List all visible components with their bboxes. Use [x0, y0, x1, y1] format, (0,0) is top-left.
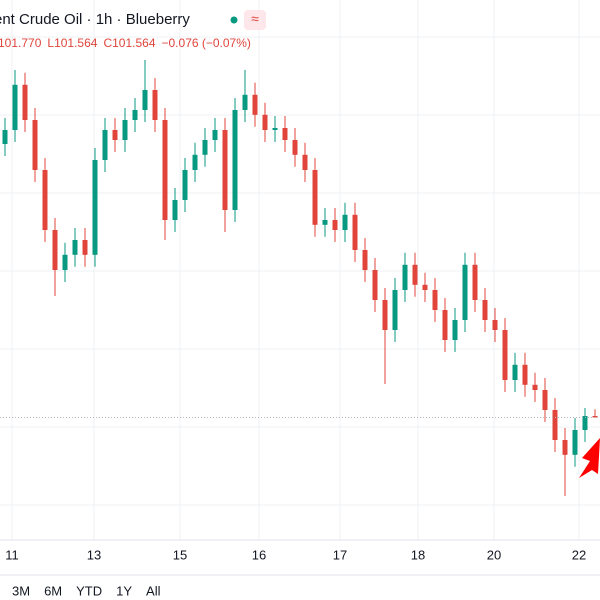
candle-body — [492, 320, 498, 330]
candle-body — [562, 440, 568, 455]
range-button[interactable]: YTD — [76, 583, 102, 598]
candle-body — [332, 220, 338, 230]
x-tick-label: 16 — [252, 547, 266, 562]
candle-body — [62, 254, 68, 270]
candle-body — [182, 170, 188, 200]
candle-body — [232, 110, 238, 210]
candle-body — [82, 240, 88, 255]
candle-body — [372, 270, 378, 300]
candle-body — [142, 90, 148, 110]
candle-body — [432, 290, 438, 310]
candle-body — [302, 154, 308, 170]
x-tick-label: 17 — [333, 547, 347, 562]
candle-body — [102, 130, 108, 160]
candle-body — [542, 390, 548, 410]
range-button[interactable]: 1Y — [116, 583, 132, 598]
candle-body — [172, 200, 178, 220]
candle-body — [412, 264, 418, 285]
ohlc-value: L101.564 — [47, 36, 97, 50]
indicator-icon: ≈ — [251, 11, 259, 27]
candle-body — [242, 94, 248, 110]
candle-body — [2, 130, 8, 144]
candle-body — [362, 250, 368, 270]
x-tick-label: 22 — [572, 547, 586, 562]
candle-body — [42, 170, 48, 230]
range-button[interactable]: All — [146, 583, 161, 598]
candle-body — [442, 310, 448, 340]
chart-title: ent Crude Oil · 1h · Blueberry — [0, 11, 190, 28]
candle-body — [452, 320, 458, 340]
candle-body — [392, 290, 398, 330]
candle-body — [552, 410, 558, 440]
candle-body — [12, 84, 18, 130]
candle-body — [112, 130, 118, 140]
candle-body — [522, 364, 528, 385]
candle-body — [152, 90, 158, 120]
candle-body — [462, 264, 468, 320]
candle-body — [382, 300, 388, 330]
candle-body — [272, 128, 278, 130]
x-tick-label: 15 — [173, 547, 187, 562]
candle-body — [312, 170, 318, 225]
candle-body — [252, 94, 258, 115]
arrow — [579, 438, 600, 478]
x-tick-label: 18 — [411, 547, 425, 562]
ohlc-value: C101.564 — [103, 36, 155, 50]
ohlc-value: −0.076 (−0.07%) — [162, 36, 251, 50]
candle-body — [402, 264, 408, 290]
x-tick-label: 20 — [487, 547, 501, 562]
candle-body — [22, 84, 28, 120]
candle-body — [472, 264, 478, 300]
candle-body — [572, 430, 578, 455]
candle-body — [212, 130, 218, 140]
candles — [0, 60, 600, 496]
candle-body — [162, 120, 168, 220]
candle-body — [92, 160, 98, 255]
candle-body — [482, 300, 488, 320]
indicator-badge — [244, 10, 266, 30]
candle-body — [532, 384, 538, 390]
range-button[interactable]: 6M — [44, 583, 62, 598]
candle-body — [352, 214, 358, 250]
candle-body — [192, 154, 198, 170]
candle-body — [262, 114, 268, 130]
candle-body — [512, 364, 518, 380]
candle-body — [202, 140, 208, 155]
candle-body — [342, 214, 348, 230]
candle-body — [322, 220, 328, 225]
candle-body — [592, 416, 598, 418]
candle-body — [422, 284, 428, 290]
candle-body — [72, 240, 78, 255]
candle-body — [132, 110, 138, 120]
candle-body — [122, 120, 128, 140]
range-button[interactable]: 3M — [12, 583, 30, 598]
ohlc-line: 101.770 L101.564 C101.564 −0.076 (−0.07%) — [0, 36, 251, 50]
candle-body — [282, 128, 288, 140]
candle-body — [52, 230, 58, 270]
range-buttons: 3M 6M YTD 1Y All — [12, 583, 161, 598]
candle-body — [582, 416, 588, 430]
ohlc-value: 101.770 — [0, 36, 42, 50]
candle-body — [32, 120, 38, 170]
x-tick-label: 13 — [87, 547, 101, 562]
candle-body — [502, 330, 508, 380]
grid — [0, 0, 600, 540]
status-dot — [230, 16, 238, 24]
candle-body — [292, 140, 298, 155]
candle-body — [222, 130, 228, 210]
x-tick-label: 11 — [5, 547, 19, 562]
